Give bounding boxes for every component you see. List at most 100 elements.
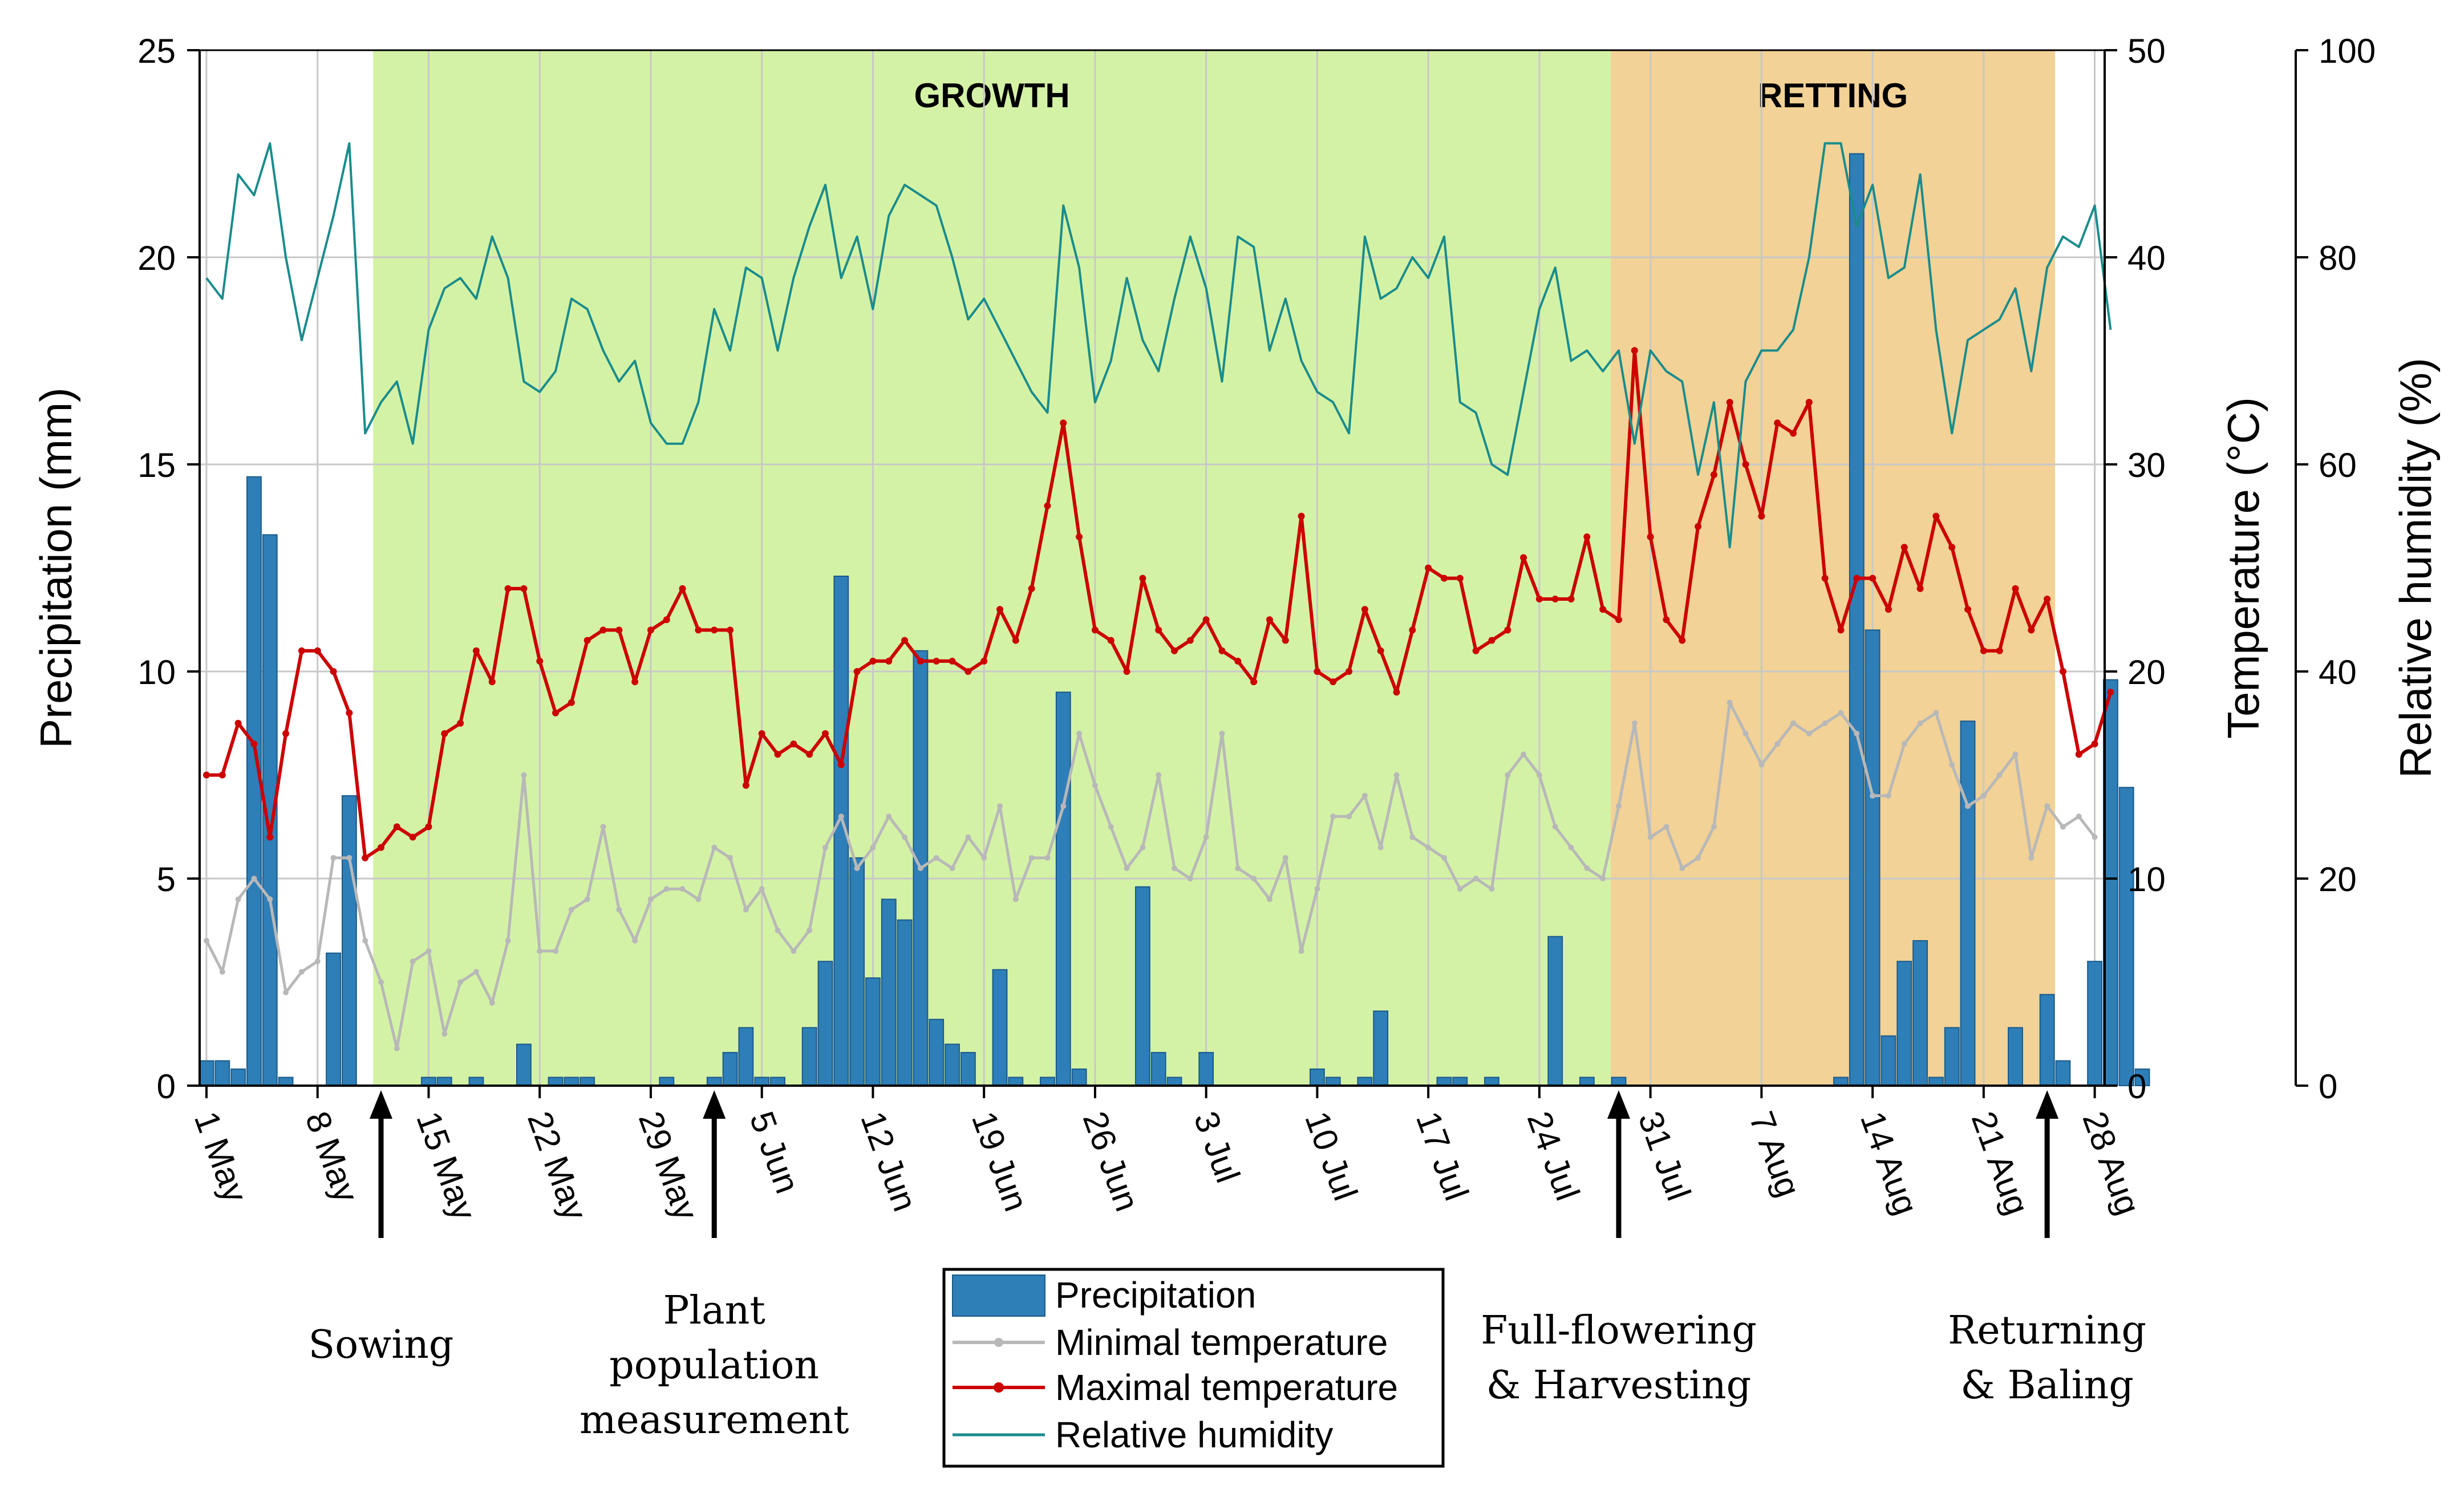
- max-temp-point: [1996, 647, 2003, 654]
- min-temp-point: [743, 907, 749, 913]
- min-temp-point: [949, 865, 955, 871]
- min-temp-point: [1012, 896, 1019, 903]
- max-temp-point: [806, 751, 813, 758]
- min-temp-point: [1965, 803, 1971, 809]
- min-temp-point: [1377, 844, 1384, 851]
- precip-bar: [278, 1077, 294, 1086]
- x-tick-label: 12 Jun: [853, 1107, 925, 1216]
- min-temp-point: [1314, 886, 1320, 892]
- precip-bar: [754, 1077, 770, 1086]
- min-temp-point: [1489, 886, 1495, 892]
- min-temp-point: [346, 855, 352, 861]
- min-temp-point: [283, 989, 289, 996]
- precip-bar: [579, 1077, 595, 1086]
- precip-bar: [722, 1051, 738, 1087]
- precip-bar: [1849, 153, 1865, 1086]
- max-temp-point: [1076, 533, 1083, 541]
- min-temp-point: [1393, 772, 1400, 778]
- min-temp-point: [965, 834, 971, 840]
- legend: Precipitation Minimal temperatureMaximal …: [942, 1268, 1445, 1468]
- max-temp-point: [1583, 533, 1591, 541]
- min-temp-point: [1282, 855, 1288, 861]
- min-temp-point: [917, 865, 923, 871]
- min-temp-point: [1742, 730, 1749, 737]
- precip-bar: [2008, 1027, 2023, 1086]
- precip-bar: [2087, 961, 2102, 1086]
- humidity-tick-label: 60: [2319, 446, 2357, 484]
- max-temp-point: [1695, 523, 1702, 530]
- max-temp-point: [1218, 647, 1226, 654]
- max-temp-point: [1472, 647, 1480, 654]
- precip-bar: [897, 919, 913, 1086]
- min-temp-point: [695, 896, 702, 903]
- humidity-line: [205, 142, 2112, 549]
- min-temp-point: [1441, 855, 1447, 861]
- max-temp-point: [2044, 595, 2051, 602]
- min-temp-point: [870, 844, 876, 851]
- max-temp-point: [663, 616, 670, 624]
- precip-bar: [516, 1043, 532, 1087]
- left-tick-label: 15: [137, 446, 176, 484]
- precip-bar: [1040, 1077, 1055, 1086]
- max-temp-point: [1805, 399, 1813, 406]
- min-temp-point: [838, 814, 844, 820]
- min-temp-point: [1187, 876, 1193, 881]
- temp-tick-label: 50: [2127, 32, 2166, 70]
- max-temp-point: [1155, 626, 1162, 634]
- min-temp-point: [1917, 720, 1923, 726]
- phase-layer: GROWTH RETTING: [373, 50, 2056, 1086]
- max-temp-point: [1361, 606, 1368, 613]
- humidity-tick-label: 40: [2319, 653, 2357, 691]
- max-temp-point: [1790, 430, 1797, 437]
- min-temp-point: [521, 772, 527, 778]
- x-tick-label: 21 Aug: [1964, 1107, 2037, 1220]
- max-temp-point: [1393, 689, 1400, 696]
- min-temp-point: [505, 937, 511, 944]
- min-temp-point: [1028, 855, 1035, 861]
- precip-bar: [1484, 1077, 1500, 1086]
- precip-bar: [2102, 679, 2118, 1086]
- precip-bar: [1452, 1077, 1468, 1086]
- max-temp-point: [1631, 347, 1638, 354]
- min-temp-point: [204, 937, 209, 944]
- min-temp-point: [1727, 699, 1733, 706]
- min-temp-point: [711, 844, 718, 851]
- precip-bar: [738, 1027, 754, 1086]
- precip-bar: [1547, 936, 1563, 1086]
- max-temp-point: [250, 741, 258, 748]
- max-temp-point: [2059, 668, 2066, 675]
- max-temp-point: [1234, 657, 1242, 665]
- legend-precipitation-swatch: [952, 1274, 1045, 1317]
- humidity-tick-label: 80: [2319, 239, 2357, 277]
- max-temp-point: [1567, 595, 1575, 602]
- phase-label-retting: RETTING: [1758, 76, 1908, 115]
- min-temp-point: [473, 969, 479, 975]
- max-temp-point: [1504, 626, 1511, 634]
- precip-bar: [659, 1077, 675, 1086]
- min-temp-point: [1521, 751, 1527, 758]
- max-temp-point: [409, 833, 416, 841]
- event-label-line: Sowing: [309, 1322, 454, 1367]
- event-label-line: & Baling: [1960, 1363, 2133, 1408]
- min-temp-point: [616, 907, 622, 913]
- max-temp-point: [362, 854, 369, 861]
- left-tick-label: 20: [137, 239, 176, 277]
- max-temp-point: [1647, 533, 1654, 541]
- min-temp-point: [2076, 814, 2082, 820]
- max-temp-point: [1726, 399, 1733, 406]
- max-temp-point: [1599, 606, 1607, 613]
- max-temp-point: [631, 678, 639, 686]
- max-temp-point: [1456, 574, 1464, 582]
- min-temp-point: [933, 855, 939, 861]
- min-temp-point: [1980, 792, 1987, 799]
- min-temp-point: [854, 865, 860, 871]
- min-temp-point: [663, 886, 670, 892]
- precip-bar: [1896, 961, 1912, 1086]
- max-temp-point: [980, 657, 988, 665]
- max-temp-point: [1980, 647, 1987, 654]
- max-temp-point: [821, 730, 829, 737]
- min-temp-point: [1425, 844, 1432, 851]
- max-temp-point: [1916, 585, 1924, 592]
- event-label-line: Full-flowering: [1481, 1308, 1757, 1353]
- max-temp-point: [2091, 741, 2098, 748]
